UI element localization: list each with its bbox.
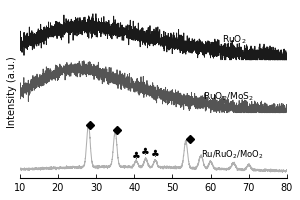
Text: RuO$_2$/MoS$_2$: RuO$_2$/MoS$_2$: [203, 91, 254, 103]
Text: ♣: ♣: [141, 147, 150, 157]
Y-axis label: Intensity (a.u.): Intensity (a.u.): [7, 57, 17, 128]
Text: RuO$_2$: RuO$_2$: [222, 34, 247, 46]
Text: Ru/RuO$_2$/MoO$_2$: Ru/RuO$_2$/MoO$_2$: [201, 149, 264, 161]
Text: ♣: ♣: [132, 151, 140, 161]
Text: ♣: ♣: [151, 149, 160, 159]
